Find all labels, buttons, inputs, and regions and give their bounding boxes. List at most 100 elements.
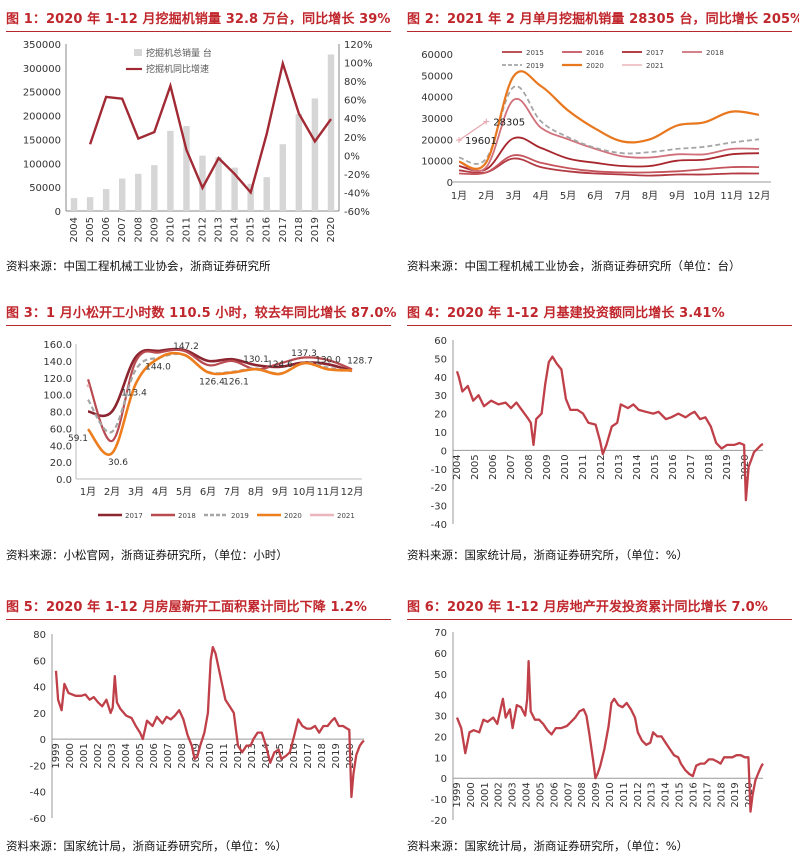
fig6-x-tick: 2013 [647,782,658,807]
fig5-y-tick: 80 [33,630,46,641]
fig1-x-tick: 2016 [262,217,273,242]
fig1-yleft-tick: 350000 [23,40,61,51]
fig3-data-label: 137.3 [291,349,317,359]
fig2-x-tick: 7月 [614,190,630,202]
fig3-point-2021 [86,384,90,388]
fig4-y-tick: -20 [431,483,447,494]
fig5-y-tick: 40 [33,683,46,694]
fig6-x-tick: 2019 [730,782,741,807]
fig2-x-tick: 4月 [533,190,549,202]
fig3-x-tick: 2月 [104,486,120,498]
fig1-yright-tick: 100% [344,59,373,70]
fig5-y-tick: 20 [33,709,46,720]
fig4-chart: -40 -30 -20 -10 0 10 20 30 40 50 60 2004 2005 2006 200… [431,336,764,531]
fig4-x-tick: 2009 [542,454,553,479]
fig6-y-tick: 10 [434,753,447,764]
fig2-line-2019 [458,85,760,165]
fig1-x-tick: 2019 [310,217,321,242]
fig2-legend-label-2017: 2017 [646,49,664,57]
fig2-line-2016 [458,154,760,176]
fig1-bar [327,54,335,211]
fig3-y-tick: 80.0 [50,408,72,419]
fig2-x-tick: 9月 [669,190,685,202]
fig4-x-tick: 2004 [452,454,463,479]
fig3-x-tick: 9月 [272,486,288,498]
fig4-x-tick: 2010 [560,454,571,479]
fig3-data-label: 126.1 [223,378,249,388]
fig1-legend-bar-label: 挖掘机总销量 台 [146,47,212,59]
fig2-legend-label-2020: 2020 [586,62,604,70]
fig2-x-tick: 2月 [478,190,494,202]
fig5-x-tick: 2013 [247,743,258,768]
fig5-x-tick: 2006 [149,743,160,768]
fig2-line-2015 [458,157,760,177]
fig6-x-tick: 2010 [605,782,616,807]
fig6-y-tick: 60 [434,649,447,660]
fig1-yright-tick: 20% [344,133,366,144]
fig3-x-tick: 8月 [248,486,264,498]
fig3-y-tick: 120.0 [43,374,72,385]
fig6-x-tick: 1999 [452,782,463,807]
fig2-annotation-jan: 19601 [465,136,497,147]
fig1-bar [151,165,158,211]
fig6-x-tick: 2012 [633,782,644,807]
fig3-data-label: 130.1 [243,355,269,365]
fig2-y-tick: 40000 [421,93,453,104]
fig3-title-rule [6,325,391,326]
fig2-x-tick: 6月 [587,190,603,202]
fig3-y-tick: 40.0 [50,441,72,452]
fig5-y-tick: -20 [30,761,46,772]
fig1-x-tick: 2018 [294,217,305,242]
panel-fig2: 图 2：2021 年 2 月单月挖掘机销量 28305 台，同比增长 205% … [407,8,799,278]
fig4-x-tick: 2008 [524,454,535,479]
panel-fig6: 图 6：2020 年 1-12 月房地产开发投资累计同比增长 7.0% -20 -… [407,596,792,858]
fig3-x-tick: 4月 [152,486,168,498]
fig5-x-tick: 1999 [51,743,62,768]
fig6-x-tick: 2006 [549,782,560,807]
fig2-legend-label-2015: 2015 [526,49,544,57]
fig1-x-tick: 2014 [230,217,241,242]
fig5-x-tick: 2019 [331,743,342,768]
fig3-data-label: 147.2 [173,342,199,352]
fig3-y-tick: 20.0 [50,458,72,469]
fig1-bar [183,126,190,211]
fig5-x-tick: 2005 [135,743,146,768]
fig1-bar [279,144,287,211]
fig1-source: 资料来源：中国工程机械工业协会，浙商证券研究所 [6,259,271,273]
fig1-title-rule [6,31,391,32]
fig6-y-tick: 70 [434,628,447,639]
fig1-x-tick: 2011 [181,217,192,242]
fig1-bar [86,197,94,211]
fig1-yright-tick: 80% [344,77,366,88]
fig5-y-tick: -40 [30,788,46,799]
fig3-legend-label-2021: 2021 [337,512,355,520]
fig6-x-tick: 2016 [688,782,699,807]
fig6-y-tick: 20 [434,732,447,743]
fig2-y-tick: 60000 [421,50,453,61]
fig6-y-tick: 40 [434,691,447,702]
fig3-data-label: 128.7 [347,356,373,366]
fig1-x-tick: 2005 [85,217,96,242]
fig1-legend-bar-swatch [134,49,142,56]
fig4-y-tick: 0 [441,446,447,457]
fig5-x-tick: 2018 [317,743,328,768]
fig3-x-tick: 12月 [341,486,364,498]
fig4-x-tick: 2012 [596,454,607,479]
fig5-x-tick: 2004 [121,743,132,768]
fig6-x-tick: 2011 [619,782,630,807]
fig5-x-tick: 2010 [205,743,216,768]
fig5-x-tick: 2007 [163,743,174,768]
fig1-x-tick: 2008 [133,217,144,242]
fig2-y-tick: 50000 [421,71,453,82]
fig4-y-tick: 10 [434,428,447,439]
fig4-y-tick: 50 [434,354,447,365]
fig2-marker-2021 [456,137,462,144]
fig1-yleft-tick: 50000 [29,183,61,194]
fig3-y-tick: 140.0 [43,357,72,368]
fig2-x-tick: 10月 [693,190,716,202]
fig2-legend-label-2019: 2019 [526,62,544,70]
fig5-x-tick: 2000 [65,743,76,768]
fig2-line-2021 [458,121,487,141]
